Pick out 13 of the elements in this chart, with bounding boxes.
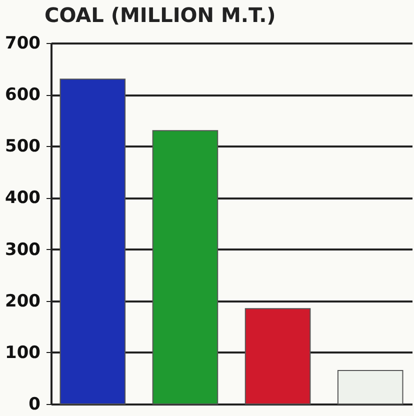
chart-title: COAL (MILLION M.T.) [44,3,276,27]
y-tick-label: 400 [5,188,41,208]
bar [152,130,218,404]
y-tick-label: 700 [5,34,41,54]
y-tick-label: 500 [5,136,41,157]
y-tick-label: 300 [5,240,41,260]
y-tick-label: 0 [28,394,41,414]
y-tick-label: 200 [5,291,41,312]
bar [60,78,126,404]
bar [337,370,404,404]
y-tick-label: 600 [5,85,41,106]
y-tick-label: 100 [5,342,41,363]
bar [244,308,311,404]
